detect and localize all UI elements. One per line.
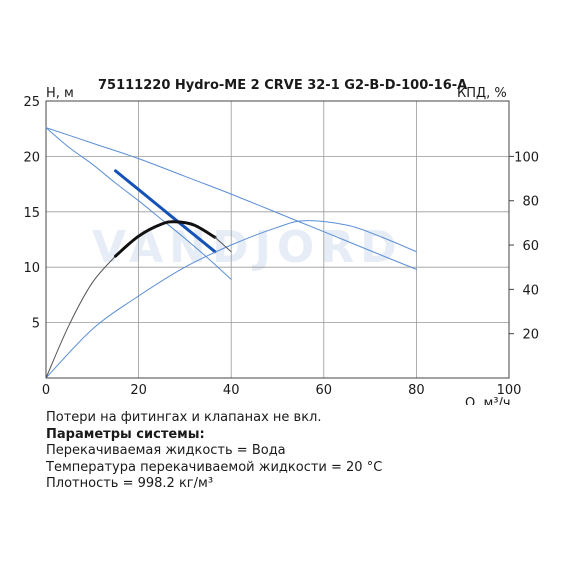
series-line-2	[45, 127, 232, 280]
plot-frame	[45, 100, 510, 379]
system-notes: Потери на фитингах и клапанах не вкл. Па…	[46, 410, 382, 493]
y2-axis-label: КПД, %	[457, 86, 507, 101]
y2-tick-label-20: 20	[522, 328, 539, 343]
watermark: VANDJORD	[92, 222, 403, 273]
y2-tick-label-80: 80	[522, 195, 539, 210]
x-tick-label-40: 40	[223, 383, 240, 398]
y2-tick-label-40: 40	[522, 283, 539, 298]
x-axis-label: Q, м³/ч	[465, 396, 511, 405]
note-losses: Потери на фитингах и клапанах не вкл.	[46, 410, 322, 425]
y2-tick-label-100: 100	[514, 150, 539, 165]
series-line-7	[214, 236, 232, 253]
x-tick-label-100: 100	[497, 383, 522, 398]
series-line-4	[45, 220, 417, 379]
x-tick-label-60: 60	[316, 383, 333, 398]
x-tick-label-80: 80	[408, 383, 425, 398]
series-lines	[45, 127, 417, 379]
y-axis-label: H, м	[46, 86, 74, 101]
tick-labels: 0 20 40 60 80 100 5 10 15 20 25 20 40 60 80 100	[23, 95, 539, 398]
note-density: Плотность = 998.2 кг/м³	[46, 476, 214, 491]
series-line-6	[114, 220, 217, 258]
chart-title: 75111220 Hydro-ME 2 CRVE 32-1 G2-B-D-100…	[98, 78, 467, 93]
note-params-heading: Параметры системы:	[46, 426, 205, 442]
series-line-1	[45, 127, 417, 270]
series-line-3	[114, 169, 217, 254]
y2-tick-label-60: 60	[522, 239, 539, 254]
y-tick-label-5: 5	[32, 317, 40, 332]
x-tick-label-0: 0	[42, 383, 50, 398]
y-tick-label-20: 20	[23, 150, 40, 165]
series-line-5	[45, 255, 116, 379]
y-tick-label-10: 10	[23, 261, 40, 276]
y-tick-label-15: 15	[23, 206, 40, 221]
y-tick-label-25: 25	[23, 95, 40, 110]
x-tick-label-20: 20	[130, 383, 147, 398]
note-liquid: Перекачиваемая жидкость = Вода	[46, 443, 286, 458]
note-temperature: Температура перекачиваемой жидкости = 20…	[46, 459, 383, 475]
pump-curve-chart: VANDJORD 75111220 Hydro-ME 2 CRVE 32-1 G…	[23, 78, 539, 405]
